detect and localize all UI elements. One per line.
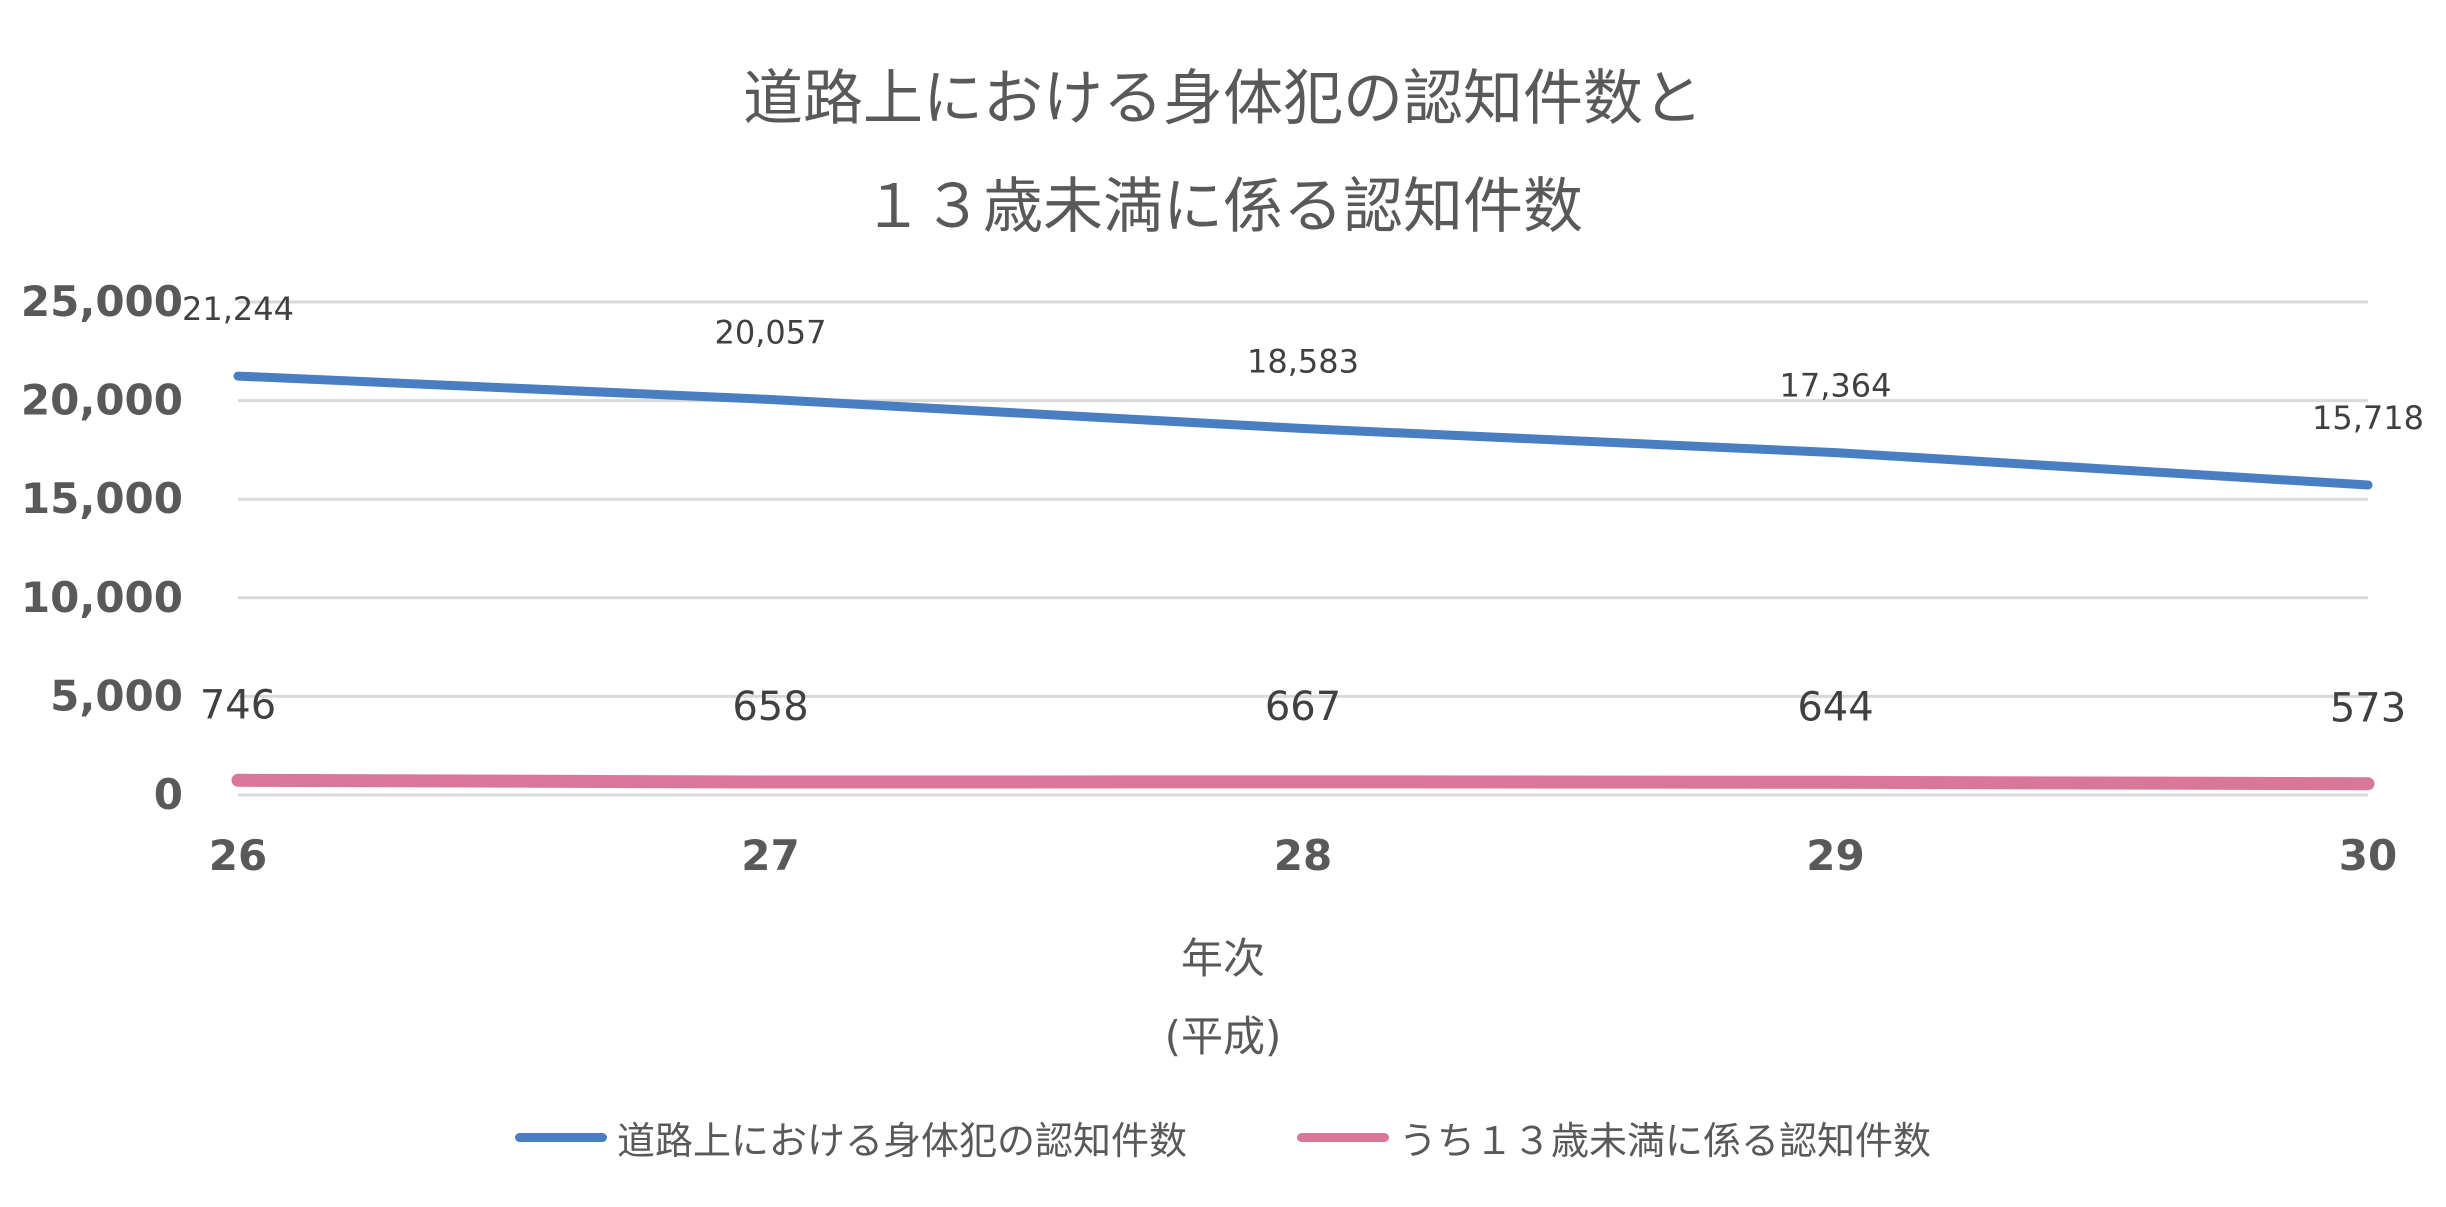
x-tick-label: 28 <box>1274 831 1332 880</box>
y-tick-label: 10,000 <box>21 573 183 622</box>
x-tick-label: 27 <box>741 831 799 880</box>
chart-title-line-1: 道路上における身体犯の認知件数と <box>743 64 1703 134</box>
data-label: 658 <box>732 684 808 730</box>
x-tick-label: 26 <box>209 831 267 880</box>
series-line <box>231 773 2375 791</box>
legend-swatch-road-crimes <box>514 1133 607 1142</box>
data-label: 21,244 <box>182 290 294 328</box>
y-tick-label: 25,000 <box>21 277 183 326</box>
y-tick-label: 15,000 <box>21 474 183 523</box>
data-label: 20,057 <box>715 313 827 351</box>
series-line <box>233 371 2373 490</box>
legend: 道路上における身体犯の認知件数 うち１３歳未満に係る認知件数 <box>0 1110 2446 1165</box>
x-tick-label: 29 <box>1806 831 1864 880</box>
data-label: 667 <box>1265 684 1341 730</box>
y-tick-label: 20,000 <box>21 376 183 425</box>
x-axis-title-line-2: (平成) <box>1164 1012 1282 1061</box>
data-label: 746 <box>200 682 276 728</box>
legend-item-under-13[interactable]: うち１３歳未満に係る認知件数 <box>1297 1110 1931 1165</box>
data-label: 17,364 <box>1780 367 1892 405</box>
data-label: 573 <box>2330 686 2406 732</box>
legend-label-road-crimes: 道路上における身体犯の認知件数 <box>616 1119 1187 1163</box>
legend-item-road-crimes[interactable]: 道路上における身体犯の認知件数 <box>514 1110 1187 1165</box>
x-axis-title-line-1: 年次 <box>1180 934 1265 983</box>
y-tick-label: 5,000 <box>50 671 183 720</box>
y-tick-label: 0 <box>154 770 183 819</box>
legend-label-under-13: うち１３歳未満に係る認知件数 <box>1399 1119 1932 1163</box>
x-tick-label: 30 <box>2339 831 2397 880</box>
data-label: 18,583 <box>1247 343 1359 381</box>
legend-swatch-under-13 <box>1297 1133 1389 1142</box>
data-label: 15,718 <box>2312 399 2424 437</box>
chart-title-line-2: １３歳未満に係る認知件数 <box>863 172 1583 242</box>
data-label: 644 <box>1797 684 1873 730</box>
